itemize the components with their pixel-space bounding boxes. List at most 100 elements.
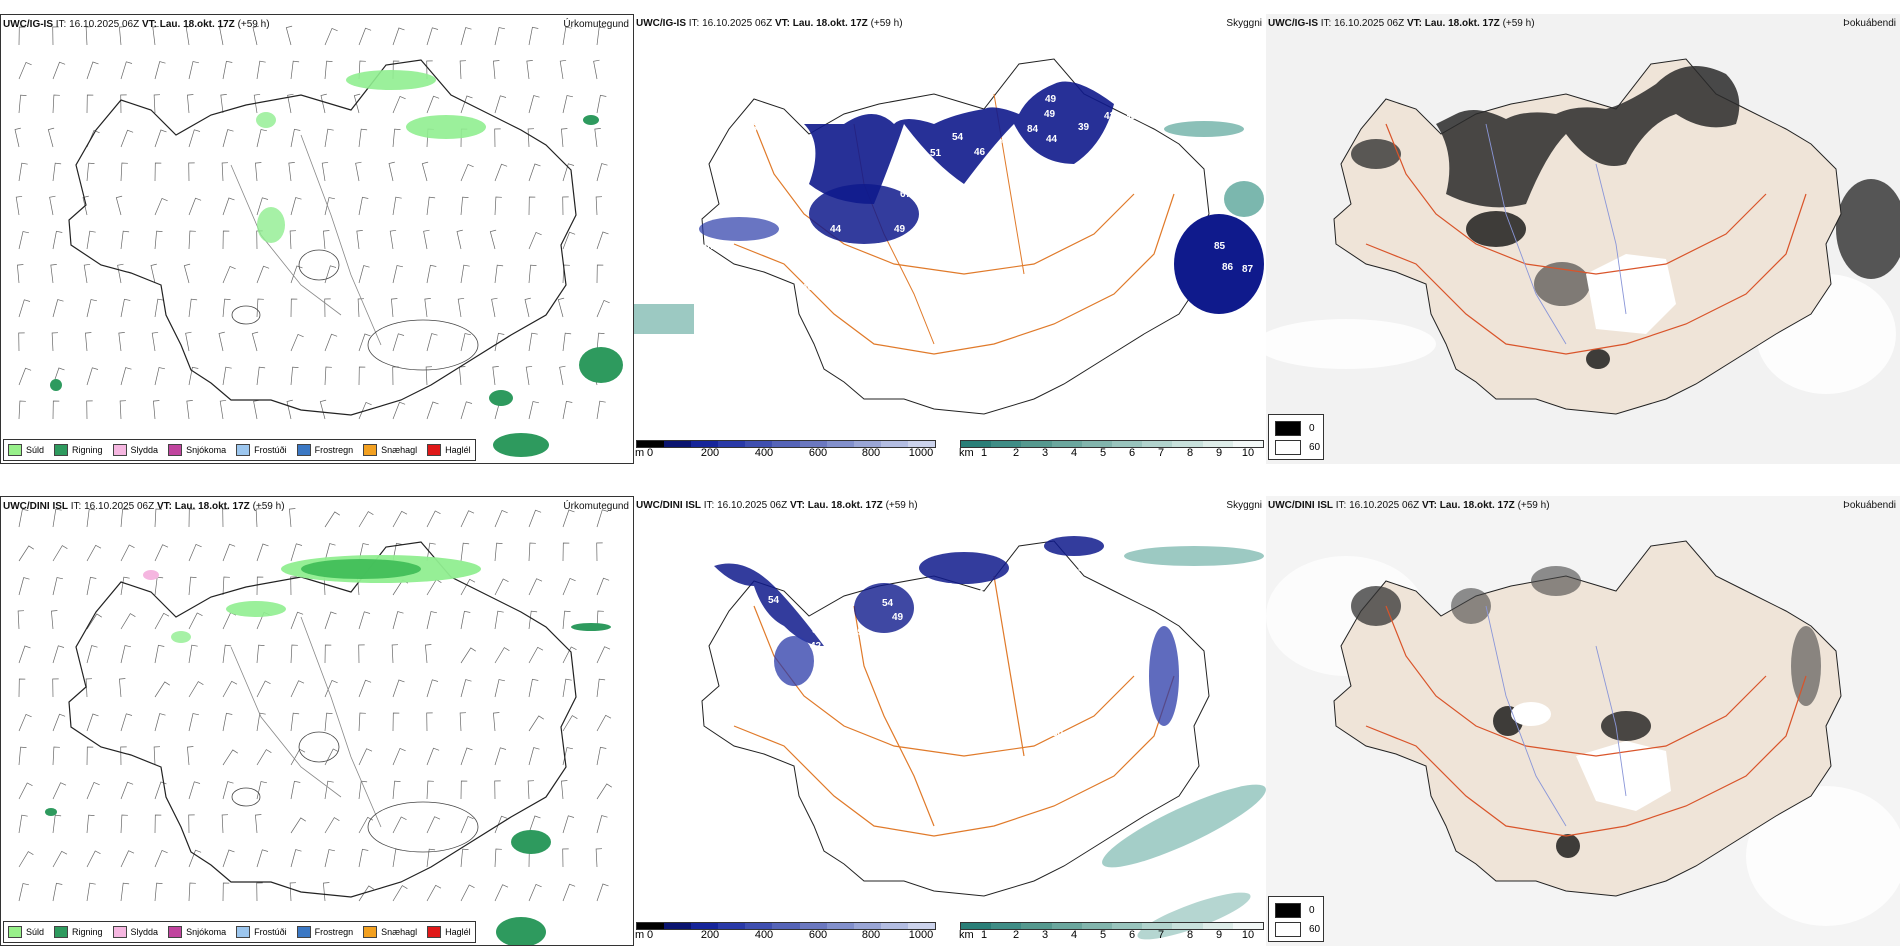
wind-barb	[86, 576, 97, 596]
wind-barb	[426, 542, 436, 562]
wind-barb	[188, 849, 202, 868]
map-value-label: 36	[746, 123, 758, 134]
wind-barb	[18, 231, 29, 250]
wind-barb	[188, 508, 196, 528]
fog-indicator-map	[1266, 14, 1900, 464]
wind-barb	[596, 332, 605, 352]
wind-barb	[256, 197, 269, 216]
wind-barb	[188, 129, 201, 148]
map-value-label: 67	[900, 189, 912, 200]
wind-barb	[494, 679, 505, 698]
wind-barb	[153, 746, 161, 766]
wind-barb	[562, 577, 576, 596]
wind-barb	[52, 94, 60, 114]
glacier-outline	[298, 249, 340, 281]
wind-barb	[494, 27, 505, 46]
map-value-label: 42	[942, 582, 954, 593]
wind-barb	[85, 678, 93, 698]
wind-barb	[494, 95, 507, 114]
wind-barb	[150, 263, 157, 284]
wind-barb	[460, 401, 473, 420]
wind-barb	[358, 780, 368, 800]
wind-barb	[222, 781, 234, 800]
wind-barb	[86, 713, 99, 732]
wind-barb	[52, 299, 64, 318]
wind-barb	[358, 885, 374, 902]
panel-header: UWC/IG-IS IT: 16.10.2025 06Z VT: Lau. 18…	[636, 18, 903, 29]
low-visibility-area	[1044, 536, 1104, 556]
wind-barb	[120, 576, 130, 596]
wind-barb	[528, 715, 544, 732]
map-value-label: 49	[894, 224, 906, 235]
wind-barb	[256, 543, 269, 562]
wind-barb	[52, 26, 59, 46]
wind-barb	[256, 712, 266, 732]
road-network	[733, 575, 1175, 837]
wind-barb	[528, 26, 539, 46]
wind-barb	[222, 712, 233, 732]
wind-barb	[52, 230, 63, 250]
wind-barb	[392, 27, 405, 46]
low-visibility-area	[774, 636, 814, 686]
wind-barb	[86, 746, 94, 766]
wind-barb	[120, 781, 134, 800]
wind-barb	[154, 713, 166, 732]
wind-barb	[86, 299, 97, 318]
wind-barb	[392, 401, 406, 420]
legend-swatch	[363, 926, 378, 938]
map-value-label: 51	[930, 148, 942, 159]
wind-barb	[392, 747, 406, 766]
wind-barb	[460, 780, 468, 800]
wind-barb	[323, 230, 330, 250]
wind-barb	[86, 367, 99, 386]
wind-barb	[426, 712, 433, 732]
wind-barb	[358, 679, 372, 698]
legend-swatch	[8, 444, 22, 456]
wind-barb	[426, 196, 436, 216]
wind-barb	[493, 712, 500, 732]
wind-barb	[47, 127, 55, 148]
wind-barb	[358, 712, 366, 732]
map-value-label: 39	[928, 591, 940, 602]
wind-barb	[426, 611, 437, 630]
wind-barb	[52, 850, 68, 868]
wind-barb	[324, 611, 337, 630]
wind-barb	[86, 230, 96, 250]
drizzle-area	[226, 601, 286, 617]
wind-barb	[358, 611, 371, 630]
wind-barb	[392, 265, 403, 284]
wind-barb	[596, 746, 607, 766]
legend-item: Snjókoma	[168, 444, 226, 456]
legend-item: 60	[1275, 922, 1320, 937]
wind-barb	[188, 814, 195, 834]
precip-legend: Súld Rigning Slydda Snjókoma Frostúði Fr…	[3, 921, 476, 943]
wind-barb	[52, 545, 68, 562]
colorbar-unit: m	[635, 929, 645, 941]
map-value-label: 49	[1045, 94, 1057, 105]
fog-legend: 0 60	[1268, 896, 1324, 942]
low-visibility-area	[804, 81, 1114, 204]
wind-barb	[557, 297, 565, 318]
wind-barb	[392, 510, 408, 528]
wind-barb	[528, 883, 542, 902]
wind-barb	[528, 610, 538, 630]
wind-barb	[426, 848, 436, 868]
colorbar-gradient	[636, 922, 936, 930]
wind-barb	[18, 162, 28, 182]
wind-barb	[288, 162, 295, 182]
wind-barb	[324, 197, 335, 216]
fog-legend: 0 60	[1268, 414, 1324, 460]
wind-barb	[154, 576, 164, 596]
wind-barb	[491, 297, 498, 318]
wind-barb	[18, 299, 31, 318]
low-visibility-area	[1174, 214, 1264, 314]
legend-swatch	[363, 444, 378, 456]
wind-barb	[119, 26, 126, 46]
colorbar-unit: km	[959, 447, 974, 459]
wind-barb	[154, 644, 165, 664]
wind-barb	[528, 578, 543, 596]
fog-area	[1451, 588, 1491, 624]
map-value-label: 52	[812, 625, 824, 636]
wind-barb	[527, 780, 535, 800]
legend-item: Slydda	[112, 926, 158, 938]
